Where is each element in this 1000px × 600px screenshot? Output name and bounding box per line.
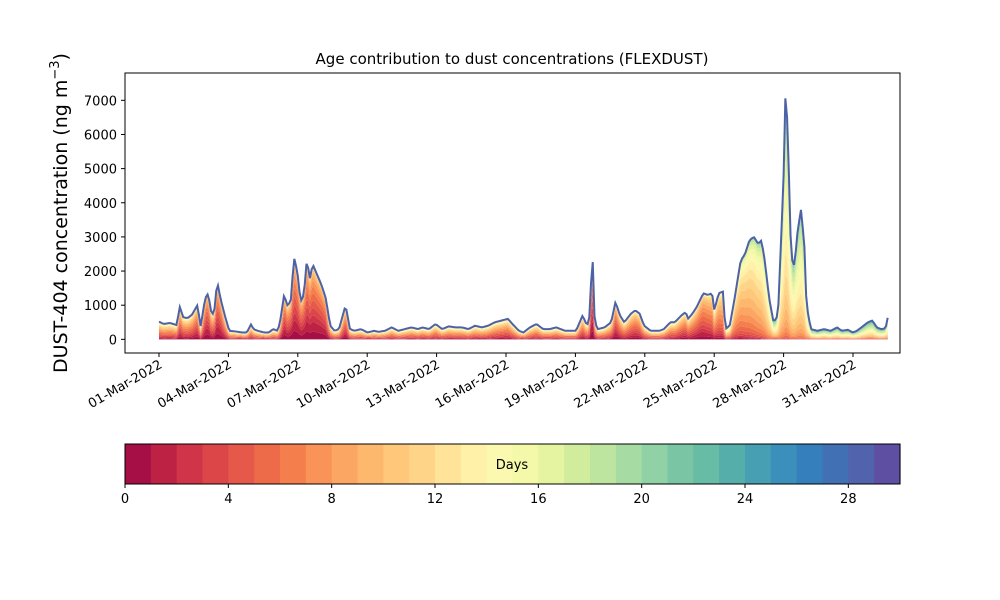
colorbar-label: Days bbox=[496, 458, 529, 473]
x-tick-label: 22-Mar-2022 bbox=[572, 357, 651, 411]
colorbar-swatch bbox=[254, 444, 281, 484]
y-tick-label: 1000 bbox=[84, 299, 117, 314]
colorbar-swatch bbox=[822, 444, 849, 484]
y-tick-label: 4000 bbox=[84, 197, 117, 212]
colorbar-swatch bbox=[150, 444, 178, 484]
colorbar-swatch bbox=[512, 444, 539, 484]
colorbar-swatch bbox=[176, 444, 204, 484]
colorbar-swatch bbox=[693, 444, 720, 484]
colorbar-tick-label: 12 bbox=[427, 492, 444, 507]
colorbar-swatch bbox=[719, 444, 746, 484]
x-tick-label: 28-Mar-2022 bbox=[710, 357, 789, 411]
total-concentration-line bbox=[158, 98, 889, 334]
age-layer-0 bbox=[159, 330, 888, 340]
colorbar-swatch bbox=[667, 444, 694, 484]
colorbar-swatch bbox=[202, 444, 229, 484]
colorbar-swatch bbox=[796, 444, 824, 484]
colorbar-swatch bbox=[874, 444, 901, 484]
y-tick-label: 7000 bbox=[84, 94, 117, 109]
y-axis: 0 1000 2000 3000 4000 5000 6000 7000 bbox=[84, 94, 125, 348]
colorbar-swatch bbox=[745, 444, 772, 484]
colorbar-swatch bbox=[486, 444, 514, 484]
plot-frame bbox=[124, 72, 901, 354]
y-tick-label: 5000 bbox=[84, 163, 117, 178]
x-tick-label: 19-Mar-2022 bbox=[502, 357, 581, 411]
colorbar-swatch bbox=[435, 444, 462, 484]
x-tick-label: 16-Mar-2022 bbox=[433, 357, 512, 411]
age-layer-2 bbox=[159, 312, 888, 340]
colorbar-swatch bbox=[641, 444, 669, 484]
colorbar-swatch bbox=[383, 444, 410, 484]
colorbar-tick-label: 24 bbox=[737, 492, 754, 507]
colorbar-swatch bbox=[538, 444, 565, 484]
x-tick-label: 13-Mar-2022 bbox=[363, 357, 442, 411]
y-tick-label: 6000 bbox=[84, 128, 117, 143]
chart-title: Age contribution to dust concentrations … bbox=[316, 50, 709, 68]
x-tick-label: 01-Mar-2022 bbox=[86, 357, 165, 411]
x-tick-label: 04-Mar-2022 bbox=[155, 357, 234, 411]
colorbar-swatch bbox=[305, 444, 333, 484]
colorbar-swatch bbox=[460, 444, 488, 484]
colorbar-swatch bbox=[409, 444, 436, 484]
colorbar-swatch bbox=[331, 444, 359, 484]
x-tick-label: 07-Mar-2022 bbox=[225, 357, 304, 411]
x-tick-label: 25-Mar-2022 bbox=[641, 357, 720, 411]
colorbar-tick-label: 28 bbox=[840, 492, 857, 507]
colorbar-swatch bbox=[770, 444, 798, 484]
colorbar-swatch bbox=[590, 444, 617, 484]
colorbar-tick-label: 4 bbox=[224, 492, 232, 507]
age-layer-9 bbox=[159, 265, 888, 339]
y-axis-label: DUST-404 concentration (ng m−3) bbox=[48, 53, 72, 373]
colorbar-swatch bbox=[357, 444, 384, 484]
age-layer-1 bbox=[159, 320, 888, 340]
colorbar-swatch bbox=[615, 444, 643, 484]
y-tick-label: 2000 bbox=[84, 265, 117, 280]
colorbar-swatch bbox=[280, 444, 307, 484]
colorbar: 0 4 8 12 16 20 24 28 bbox=[121, 443, 901, 507]
colorbar-swatch bbox=[228, 444, 255, 484]
colorbar-frame bbox=[124, 443, 901, 485]
colorbar-tick-label: 16 bbox=[530, 492, 547, 507]
x-tick-label: 10-Mar-2022 bbox=[294, 357, 373, 411]
colorbar-tick-label: 20 bbox=[633, 492, 650, 507]
colorbar-swatch bbox=[564, 444, 591, 484]
colorbar-swatch bbox=[125, 444, 152, 484]
x-axis: 01-Mar-202204-Mar-202207-Mar-202210-Mar-… bbox=[86, 353, 859, 412]
y-tick-label: 3000 bbox=[84, 231, 117, 246]
stacked-area-layers bbox=[159, 98, 888, 340]
colorbar-swatch bbox=[848, 444, 875, 484]
y-tick-label: 0 bbox=[109, 333, 117, 348]
colorbar-tick-label: 0 bbox=[121, 492, 129, 507]
x-tick-label: 31-Mar-2022 bbox=[780, 357, 859, 411]
age-layer-14 bbox=[159, 205, 888, 337]
colorbar-tick-label: 8 bbox=[328, 492, 336, 507]
